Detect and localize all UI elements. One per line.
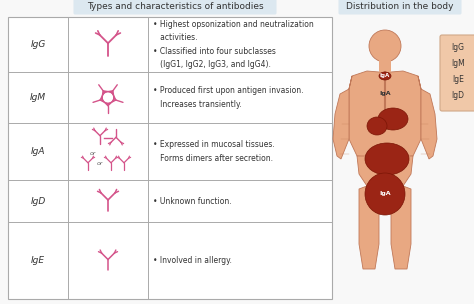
Bar — [8, 17, 332, 299]
Polygon shape — [418, 76, 437, 159]
Text: • Unknown function.: • Unknown function. — [153, 196, 232, 206]
Polygon shape — [359, 186, 379, 269]
Text: IgA: IgA — [379, 192, 391, 196]
Ellipse shape — [365, 143, 409, 175]
Text: IgM: IgM — [30, 93, 46, 102]
Text: IgD: IgD — [452, 91, 465, 99]
Text: IgE: IgE — [31, 256, 45, 265]
Bar — [8, 17, 332, 299]
Polygon shape — [349, 71, 421, 159]
Circle shape — [369, 30, 401, 62]
Text: IgA: IgA — [379, 92, 391, 96]
Bar — [379, 50, 391, 72]
Text: Types and characteristics of antibodies: Types and characteristics of antibodies — [87, 2, 264, 11]
Polygon shape — [391, 186, 411, 269]
Text: IgM: IgM — [451, 58, 465, 67]
Ellipse shape — [367, 117, 387, 135]
FancyBboxPatch shape — [338, 0, 462, 15]
Ellipse shape — [379, 72, 391, 80]
Text: or: or — [90, 151, 96, 156]
Text: • Produced first upon antigen invasion.
   Increases transiently.: • Produced first upon antigen invasion. … — [153, 86, 303, 109]
Text: IgG: IgG — [30, 40, 46, 49]
Text: IgE: IgE — [452, 74, 464, 84]
Text: IgG: IgG — [452, 43, 465, 51]
Polygon shape — [357, 156, 413, 189]
Text: or: or — [97, 161, 103, 166]
Text: IgA: IgA — [380, 74, 390, 78]
Text: IgD: IgD — [30, 196, 46, 206]
Ellipse shape — [365, 173, 405, 215]
Text: IgA: IgA — [31, 147, 45, 156]
Ellipse shape — [378, 108, 408, 130]
Text: • Involved in allergy.: • Involved in allergy. — [153, 256, 232, 265]
FancyBboxPatch shape — [73, 0, 276, 15]
Text: • Expressed in mucosal tissues.
   Forms dimers after secretion.: • Expressed in mucosal tissues. Forms di… — [153, 140, 275, 163]
Text: • Highest opsonization and neutralization
   activities.
• Classified into four : • Highest opsonization and neutralizatio… — [153, 20, 314, 69]
FancyBboxPatch shape — [440, 35, 474, 111]
Text: Distribution in the body: Distribution in the body — [346, 2, 454, 11]
Polygon shape — [333, 76, 352, 159]
